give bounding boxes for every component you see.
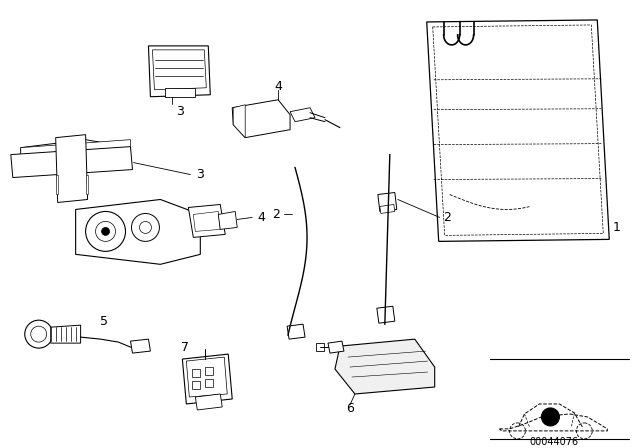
Polygon shape — [131, 339, 150, 353]
Polygon shape — [427, 20, 609, 241]
Circle shape — [509, 423, 525, 439]
Polygon shape — [205, 379, 213, 387]
Polygon shape — [20, 140, 131, 181]
Text: 3: 3 — [177, 105, 184, 118]
Polygon shape — [205, 367, 213, 375]
Polygon shape — [328, 341, 344, 353]
Polygon shape — [316, 343, 324, 351]
Polygon shape — [165, 88, 195, 97]
Circle shape — [131, 213, 159, 241]
Circle shape — [86, 211, 125, 251]
Circle shape — [577, 423, 592, 439]
Circle shape — [95, 221, 116, 241]
Polygon shape — [193, 369, 200, 377]
Text: 6: 6 — [346, 402, 354, 415]
Polygon shape — [188, 204, 225, 237]
Text: 2: 2 — [443, 211, 451, 224]
Polygon shape — [287, 324, 305, 339]
Text: 2: 2 — [272, 208, 280, 221]
Polygon shape — [56, 175, 58, 194]
Polygon shape — [218, 211, 237, 229]
Polygon shape — [11, 146, 132, 177]
Polygon shape — [148, 46, 211, 97]
Text: 4: 4 — [274, 80, 282, 93]
Polygon shape — [378, 193, 397, 211]
Polygon shape — [193, 381, 200, 389]
Text: 3: 3 — [196, 168, 204, 181]
Polygon shape — [51, 325, 81, 343]
Circle shape — [31, 326, 47, 342]
Polygon shape — [182, 354, 232, 404]
Polygon shape — [290, 108, 315, 122]
Polygon shape — [380, 204, 395, 213]
Polygon shape — [233, 105, 245, 138]
Polygon shape — [377, 306, 395, 323]
Polygon shape — [56, 135, 88, 202]
Circle shape — [102, 228, 109, 235]
Circle shape — [25, 320, 52, 348]
Text: 1: 1 — [612, 221, 620, 234]
Polygon shape — [195, 394, 222, 410]
Text: 5: 5 — [100, 314, 108, 327]
Polygon shape — [335, 339, 435, 394]
Polygon shape — [76, 199, 200, 264]
Polygon shape — [20, 140, 131, 173]
Text: 4: 4 — [257, 211, 265, 224]
Polygon shape — [232, 100, 290, 138]
Text: 7: 7 — [181, 340, 189, 353]
Polygon shape — [86, 175, 88, 194]
Circle shape — [140, 221, 152, 233]
Circle shape — [541, 408, 559, 426]
Text: 00044076: 00044076 — [530, 437, 579, 447]
